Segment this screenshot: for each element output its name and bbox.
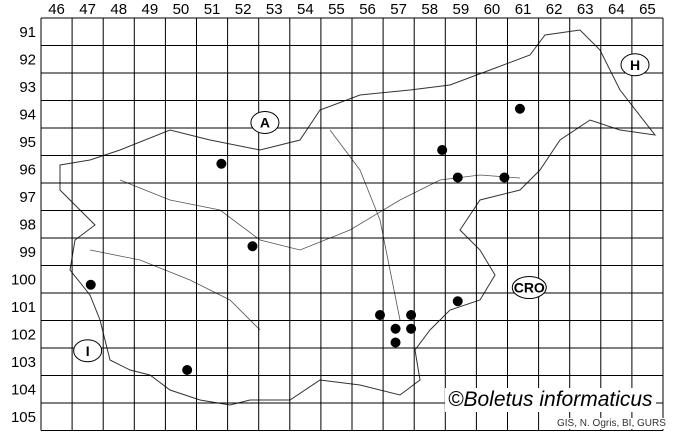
row-label: 94 <box>19 106 36 123</box>
column-label: 46 <box>48 1 65 18</box>
record-dot <box>499 172 510 183</box>
region-label-oval <box>73 339 103 363</box>
row-label: 102 <box>11 326 36 343</box>
column-label: 47 <box>79 1 96 18</box>
row-label: 91 <box>19 24 36 41</box>
column-labels: 46 47 48 49 50 51 52 53 54 55 56 57 58 59 60 61 62 63 64 65 <box>48 1 656 18</box>
row-label: 101 <box>11 299 36 316</box>
row-labels: 91 92 93 94 95 96 97 98 99 100 101 102 103 104 105 <box>11 24 36 426</box>
row-label: 99 <box>19 244 36 261</box>
region-label: CRO <box>514 280 545 296</box>
row-label: 97 <box>19 189 36 206</box>
column-label: 56 <box>359 1 376 18</box>
column-label: 61 <box>515 1 532 18</box>
row-label: 92 <box>19 51 36 68</box>
record-dot <box>406 323 417 334</box>
region-label-oval <box>250 111 280 134</box>
region-label-oval <box>511 276 547 299</box>
region-label-oval <box>620 53 650 77</box>
source-credit: GIS, N. Ogris, BI, GURS <box>555 418 668 429</box>
column-label: 54 <box>297 1 314 18</box>
record-dot <box>452 296 463 307</box>
column-label: 58 <box>421 1 438 18</box>
column-label: 48 <box>110 1 127 18</box>
row-label: 105 <box>11 409 36 426</box>
column-label: 57 <box>390 1 407 18</box>
record-dot <box>390 323 401 334</box>
region-label: H <box>630 57 640 73</box>
region-label: I <box>86 343 90 359</box>
column-label: 62 <box>546 1 563 18</box>
column-label: 59 <box>453 1 470 18</box>
row-label: 103 <box>11 354 36 371</box>
column-label: 64 <box>608 1 625 18</box>
column-label: 55 <box>328 1 345 18</box>
record-dots <box>85 103 525 375</box>
record-dot <box>247 241 258 252</box>
region-label: A <box>260 115 270 131</box>
record-dot <box>452 172 463 183</box>
country-border <box>59 29 657 406</box>
column-label: 51 <box>204 1 221 18</box>
row-label: 96 <box>19 161 36 178</box>
record-dot <box>85 279 96 290</box>
row-label: 98 <box>19 216 36 233</box>
record-dot <box>514 103 525 114</box>
column-label: 63 <box>577 1 594 18</box>
column-label: 53 <box>266 1 283 18</box>
row-label: 93 <box>19 79 36 96</box>
column-label: 65 <box>639 1 656 18</box>
row-label: 95 <box>19 134 36 151</box>
grid-lines <box>40 17 664 431</box>
record-dot <box>406 310 417 320</box>
record-dot <box>390 337 401 348</box>
column-label: 49 <box>142 1 159 18</box>
record-dot <box>374 310 385 320</box>
row-label: 104 <box>11 381 36 398</box>
region-labels: A H CRO I <box>73 53 650 363</box>
copyright-text: ©Boletus informaticus <box>445 388 656 412</box>
row-label: 100 <box>11 271 36 288</box>
column-label: 50 <box>173 1 190 18</box>
column-label: 52 <box>235 1 252 18</box>
record-dot <box>437 145 448 155</box>
record-dot <box>182 365 193 375</box>
column-label: 60 <box>484 1 501 18</box>
record-dot <box>216 158 227 169</box>
